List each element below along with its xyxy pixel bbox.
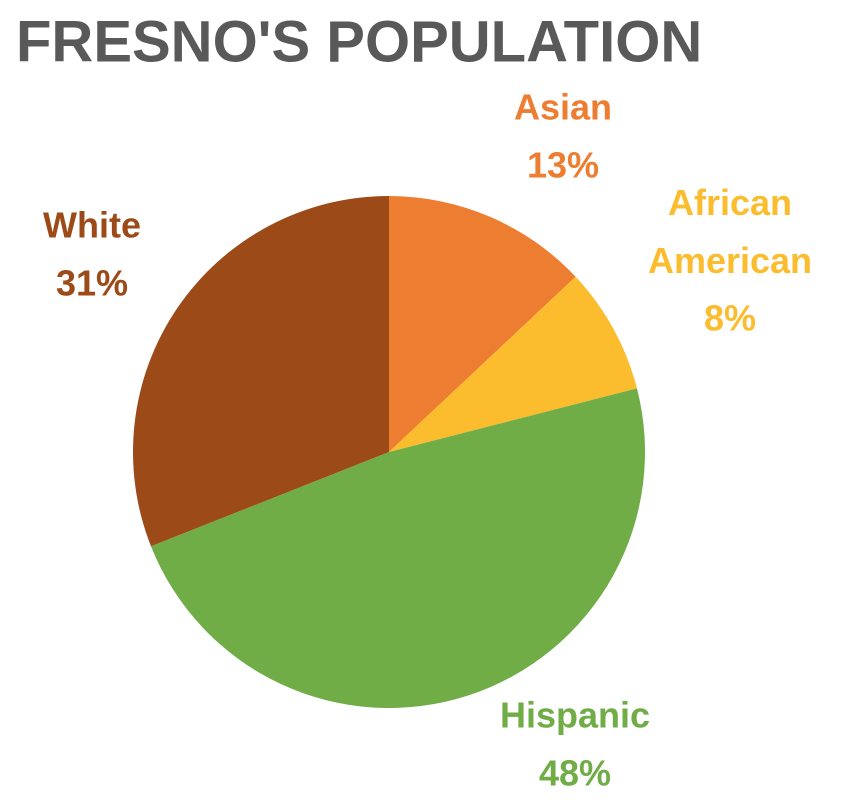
chart-title: FRESNO'S POPULATION <box>16 9 702 74</box>
pie-slice <box>389 276 637 452</box>
value-label: 31% <box>56 263 128 304</box>
value-label: 48% <box>539 753 611 794</box>
pie-slice <box>389 196 576 452</box>
slice-label: Hispanic <box>500 695 650 736</box>
value-label: 13% <box>527 145 599 186</box>
slice-label: African American <box>648 182 812 281</box>
slice-label: White <box>43 205 141 246</box>
pie-slice <box>133 196 389 547</box>
value-label: 8% <box>704 298 756 339</box>
slice-label: Asian <box>514 87 612 128</box>
pie-slice <box>150 388 645 708</box>
